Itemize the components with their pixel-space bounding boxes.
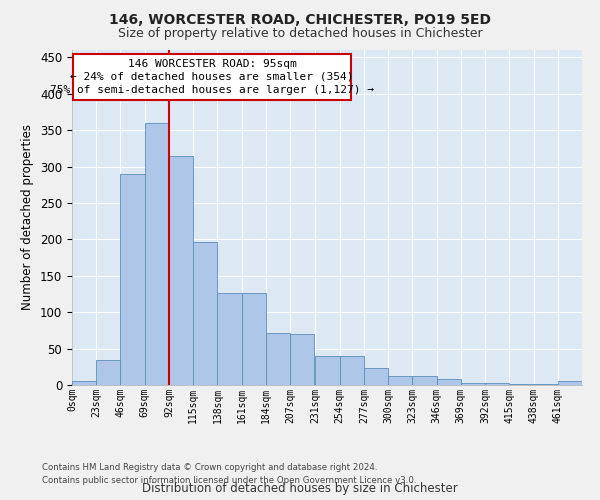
Text: 75% of semi-detached houses are larger (1,127) →: 75% of semi-detached houses are larger (…: [50, 85, 374, 95]
Bar: [121, 174, 145, 385]
Text: ← 24% of detached houses are smaller (354): ← 24% of detached houses are smaller (35…: [70, 72, 354, 82]
Text: Size of property relative to detached houses in Chichester: Size of property relative to detached ho…: [118, 28, 482, 40]
Text: Contains HM Land Registry data © Crown copyright and database right 2024.: Contains HM Land Registry data © Crown c…: [42, 464, 377, 472]
Text: Contains public sector information licensed under the Open Government Licence v3: Contains public sector information licen…: [42, 476, 416, 485]
FancyBboxPatch shape: [73, 54, 351, 100]
Bar: [145, 123, 169, 385]
Bar: [72, 382, 96, 385]
Bar: [316, 356, 340, 385]
Bar: [364, 368, 388, 385]
Bar: [169, 156, 193, 385]
Bar: [461, 383, 485, 385]
Bar: [485, 383, 509, 385]
Bar: [242, 292, 266, 385]
Bar: [412, 376, 437, 385]
Bar: [388, 376, 412, 385]
Bar: [437, 379, 461, 385]
Bar: [533, 384, 558, 385]
Bar: [558, 380, 582, 385]
Bar: [509, 384, 533, 385]
Bar: [193, 242, 217, 385]
Bar: [96, 360, 121, 385]
Bar: [340, 356, 364, 385]
Text: 146, WORCESTER ROAD, CHICHESTER, PO19 5ED: 146, WORCESTER ROAD, CHICHESTER, PO19 5E…: [109, 12, 491, 26]
Text: 146 WORCESTER ROAD: 95sqm: 146 WORCESTER ROAD: 95sqm: [128, 58, 296, 68]
Y-axis label: Number of detached properties: Number of detached properties: [22, 124, 34, 310]
Bar: [217, 292, 242, 385]
Bar: [266, 332, 290, 385]
Bar: [290, 334, 314, 385]
Text: Distribution of detached houses by size in Chichester: Distribution of detached houses by size …: [142, 482, 458, 495]
